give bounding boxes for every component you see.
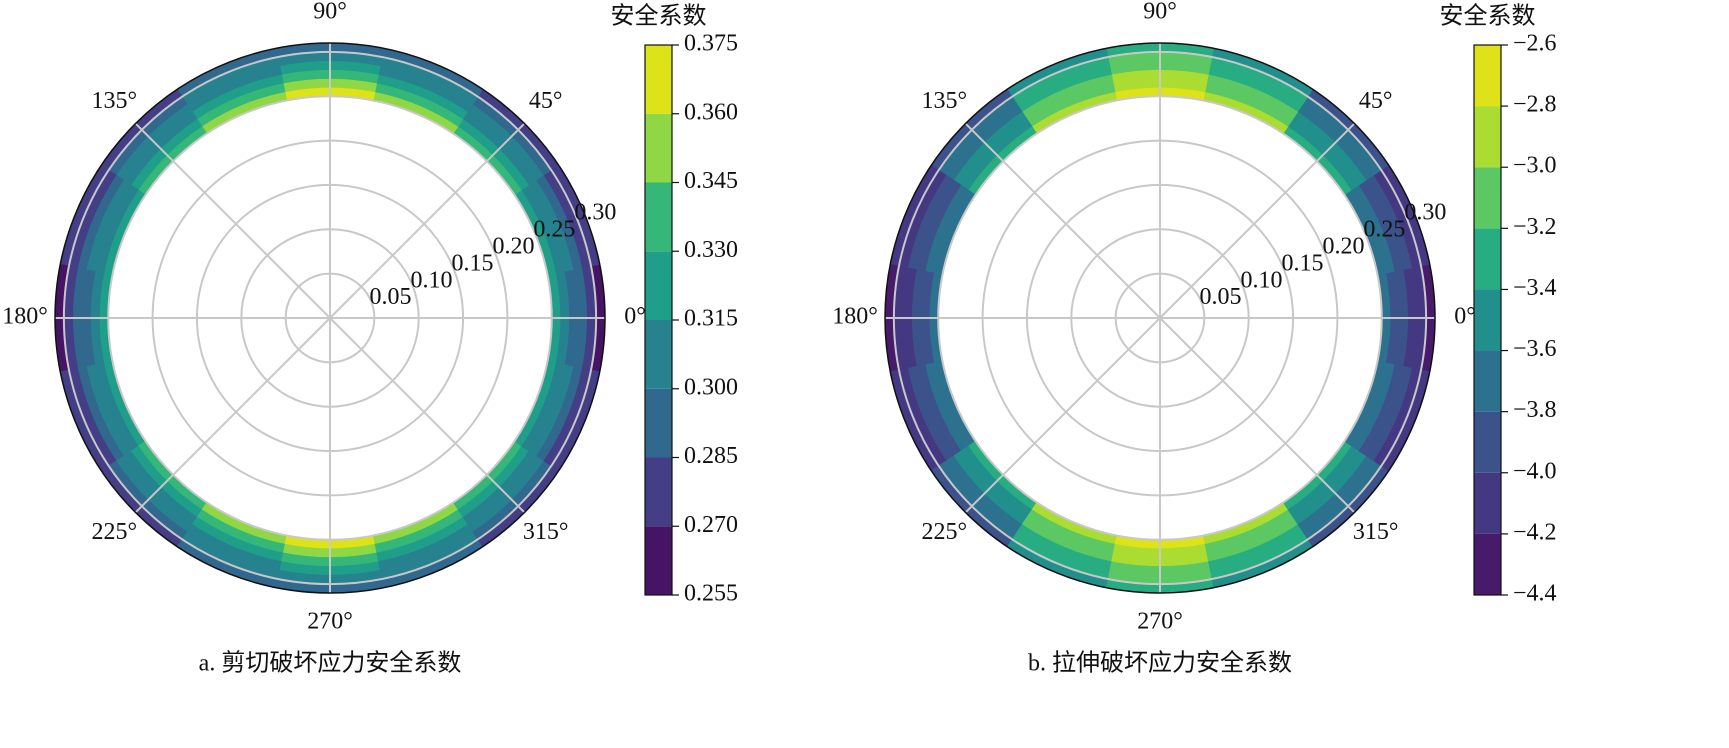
angular-grid-line (1159, 317, 1356, 514)
theta-tick-label: 90° (1143, 0, 1177, 25)
colorbar-tick-label: 0.375 (684, 31, 738, 57)
colorbar-tick-label: −4.2 (1513, 519, 1557, 545)
colorbar-tick-label: 0.285 (684, 443, 738, 469)
colorbar-segment (1474, 411, 1501, 473)
theta-tick-label: 315° (1353, 519, 1399, 545)
theta-tick-label: 270° (1137, 609, 1183, 635)
colorbar-segment (1474, 228, 1501, 290)
colorbar-segment (645, 251, 672, 320)
r-tick-label: 0.30 (1404, 199, 1446, 225)
colorbar-tick-label: 0.270 (684, 512, 738, 538)
angular-grid-line (1159, 122, 1356, 319)
colorbar-tick-label: 0.360 (684, 99, 738, 125)
colorbar-tick-label: 0.345 (684, 168, 738, 194)
colorbar-tick-label: −2.8 (1513, 92, 1557, 118)
caption: a. 剪切破坏应力安全系数 (199, 650, 462, 677)
colorbar-segment (1474, 472, 1501, 534)
colorbar-segment (1474, 106, 1501, 168)
theta-tick-label: 180° (832, 304, 878, 330)
colorbar-tick-label: −3.4 (1513, 275, 1557, 301)
colorbar-tick-label: −4.0 (1513, 458, 1557, 484)
colorbar-segment (1474, 533, 1501, 595)
theta-tick-label: 180° (2, 304, 48, 330)
colorbar-label: 安全系数 (1440, 3, 1536, 30)
angular-grid-line (134, 317, 331, 514)
colorbar-tick-label: 0.330 (684, 237, 738, 263)
polar-frame (884, 42, 1436, 594)
theta-tick-label: 90° (313, 0, 347, 25)
colorbar-tick-label: −3.2 (1513, 214, 1557, 240)
r-tick-label: 0.15 (451, 250, 493, 276)
colorbar-tick-label: −3.0 (1513, 153, 1557, 179)
theta-tick-label: 45° (529, 88, 563, 114)
colorbar-segment (1474, 167, 1501, 229)
colorbar-tick-label: 0.315 (684, 306, 738, 332)
theta-tick-label: 225° (922, 519, 968, 545)
angular-grid-line (329, 317, 526, 514)
r-tick-label: 0.10 (411, 267, 453, 293)
r-tick-label: 0.15 (1281, 250, 1323, 276)
r-tick-label: 0.05 (1200, 284, 1242, 310)
colorbar-tick-label: −3.8 (1513, 397, 1557, 423)
r-tick-label: 0.20 (1322, 233, 1364, 259)
r-tick-label: 0.30 (574, 199, 616, 225)
colorbar-tick-label: 0.300 (684, 374, 738, 400)
theta-tick-label: 225° (92, 519, 138, 545)
theta-tick-label: 135° (922, 88, 968, 114)
theta-tick-label: 270° (307, 609, 353, 635)
angular-grid-line (964, 122, 1161, 319)
colorbar-segment (645, 113, 672, 183)
colorbar-segment (1474, 45, 1501, 107)
colorbar-frame (1473, 44, 1502, 596)
angular-grid-line (964, 317, 1161, 514)
colorbar-segment (1474, 289, 1501, 351)
colorbar-tick-label: −4.4 (1513, 581, 1557, 607)
colorbar-segment (645, 182, 672, 252)
r-tick-label: 0.25 (1363, 216, 1405, 242)
colorbar-segment (645, 526, 672, 595)
colorbar-tick-label: −2.6 (1513, 31, 1557, 57)
theta-tick-label: 0° (624, 304, 646, 330)
colorbar-tick-label: −3.6 (1513, 336, 1557, 362)
colorbar-segment (645, 388, 672, 458)
theta-tick-label: 45° (1359, 88, 1393, 114)
r-tick-label: 0.20 (492, 233, 534, 259)
colorbar-segment (1474, 350, 1501, 412)
colorbar-tick-label: 0.255 (684, 581, 738, 607)
r-tick-label: 0.10 (1241, 267, 1283, 293)
caption: b. 拉伸破坏应力安全系数 (1028, 650, 1292, 677)
theta-tick-label: 0° (1454, 304, 1476, 330)
colorbar-label: 安全系数 (611, 3, 707, 30)
colorbar-segment (645, 320, 672, 389)
theta-tick-label: 135° (92, 88, 138, 114)
colorbar-segment (645, 45, 672, 114)
angular-grid-line (134, 122, 331, 319)
theta-tick-label: 315° (523, 519, 569, 545)
colorbar-segment (645, 457, 672, 527)
angular-grid-line (329, 122, 526, 319)
r-tick-label: 0.05 (370, 284, 412, 310)
r-tick-label: 0.25 (533, 216, 575, 242)
polar-frame (54, 42, 606, 594)
